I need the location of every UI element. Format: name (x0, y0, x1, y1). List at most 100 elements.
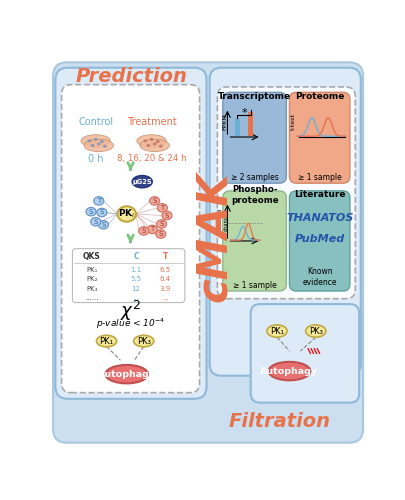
Ellipse shape (140, 140, 169, 151)
Ellipse shape (87, 140, 91, 142)
FancyBboxPatch shape (222, 92, 286, 183)
Ellipse shape (156, 140, 159, 143)
Ellipse shape (143, 140, 147, 142)
Text: μG2S: μG2S (132, 178, 151, 184)
Text: ...: ... (162, 295, 168, 301)
Text: 8, 16, 20 & 24 h: 8, 16, 20 & 24 h (116, 154, 186, 163)
FancyBboxPatch shape (250, 304, 358, 402)
Text: FPKM: FPKM (222, 113, 227, 130)
Text: ≥ 1 sample: ≥ 1 sample (232, 281, 276, 290)
Ellipse shape (90, 144, 94, 147)
Text: S: S (152, 198, 156, 204)
Text: S: S (93, 218, 98, 224)
Ellipse shape (103, 144, 107, 148)
Text: S: S (159, 221, 163, 227)
Text: T: T (162, 252, 168, 261)
Ellipse shape (152, 142, 156, 146)
Text: ...: ... (132, 295, 139, 301)
Text: 3.9: 3.9 (160, 286, 171, 292)
Text: 1.1: 1.1 (130, 267, 141, 273)
Ellipse shape (268, 362, 309, 380)
Text: ......: ...... (85, 295, 98, 301)
Text: *: * (241, 108, 247, 118)
Text: THANATOS: THANATOS (285, 213, 352, 223)
Text: 12: 12 (131, 286, 140, 292)
Text: S: S (100, 210, 104, 216)
Ellipse shape (149, 138, 153, 141)
Text: Known
evidence: Known evidence (302, 267, 336, 287)
Text: S: S (164, 212, 169, 218)
Ellipse shape (81, 134, 110, 147)
Text: T: T (160, 205, 164, 211)
Ellipse shape (133, 336, 153, 347)
Text: t-test: t-test (290, 113, 295, 130)
Ellipse shape (139, 226, 148, 235)
Ellipse shape (117, 206, 136, 222)
Text: 0 h: 0 h (88, 154, 103, 164)
Text: Autophagy: Autophagy (260, 366, 318, 376)
FancyBboxPatch shape (217, 87, 354, 298)
Text: Transcriptome: Transcriptome (217, 92, 290, 102)
Ellipse shape (146, 144, 150, 147)
Ellipse shape (94, 196, 104, 205)
Text: S: S (89, 208, 93, 214)
Text: Prediction: Prediction (75, 68, 187, 86)
Ellipse shape (136, 134, 166, 147)
Text: Control: Control (78, 116, 113, 126)
Text: 6.5: 6.5 (160, 267, 171, 273)
Ellipse shape (156, 220, 166, 228)
Ellipse shape (96, 336, 116, 347)
Ellipse shape (266, 325, 286, 337)
Text: 6.4: 6.4 (160, 276, 171, 282)
Ellipse shape (97, 208, 107, 216)
Ellipse shape (149, 196, 159, 205)
Ellipse shape (105, 365, 148, 384)
Ellipse shape (147, 225, 157, 234)
Ellipse shape (84, 140, 113, 151)
Ellipse shape (305, 325, 325, 337)
Ellipse shape (98, 220, 108, 229)
Text: ≥ 1 sample: ≥ 1 sample (297, 174, 341, 182)
Ellipse shape (94, 138, 97, 141)
FancyBboxPatch shape (53, 62, 362, 442)
FancyBboxPatch shape (222, 191, 286, 291)
Text: Literature: Literature (293, 190, 345, 199)
Text: Phospho-
proteome: Phospho- proteome (230, 184, 278, 205)
Ellipse shape (97, 142, 100, 146)
Ellipse shape (162, 212, 172, 220)
Text: 5.5: 5.5 (130, 276, 141, 282)
Text: C: C (133, 252, 139, 261)
Text: Proteome: Proteome (294, 92, 343, 102)
Text: S: S (141, 228, 145, 234)
Ellipse shape (132, 176, 152, 188)
FancyBboxPatch shape (55, 68, 206, 399)
Text: Treatment: Treatment (126, 116, 176, 126)
FancyBboxPatch shape (72, 248, 184, 302)
Text: S: S (158, 231, 162, 237)
Text: PK₁: PK₁ (99, 336, 113, 345)
Text: > 1.5-fold
change: > 1.5-fold change (217, 208, 228, 235)
Bar (234, 120, 239, 136)
Ellipse shape (86, 208, 96, 216)
FancyBboxPatch shape (289, 191, 349, 291)
Text: $p$-value < 10$^{-4}$: $p$-value < 10$^{-4}$ (96, 316, 165, 330)
FancyBboxPatch shape (209, 68, 360, 376)
Text: $\chi^2$: $\chi^2$ (120, 299, 141, 323)
Text: PK₃: PK₃ (136, 336, 150, 345)
Text: PubMed: PubMed (294, 234, 344, 243)
Ellipse shape (90, 218, 100, 226)
Text: Filtration: Filtration (228, 412, 330, 432)
Text: ≥ 2 samples: ≥ 2 samples (230, 174, 278, 182)
Ellipse shape (100, 140, 104, 143)
Ellipse shape (157, 204, 167, 212)
Bar (248, 112, 252, 136)
Text: cMAK: cMAK (192, 172, 234, 302)
Text: S: S (101, 222, 105, 228)
Ellipse shape (156, 230, 165, 238)
Text: PK₃: PK₃ (308, 326, 322, 336)
Text: T: T (96, 198, 101, 204)
Text: Autophagy: Autophagy (97, 370, 156, 378)
Text: PK₁: PK₁ (86, 267, 97, 273)
Text: QKS: QKS (83, 252, 100, 261)
Text: PK$_i$: PK$_i$ (118, 208, 135, 220)
